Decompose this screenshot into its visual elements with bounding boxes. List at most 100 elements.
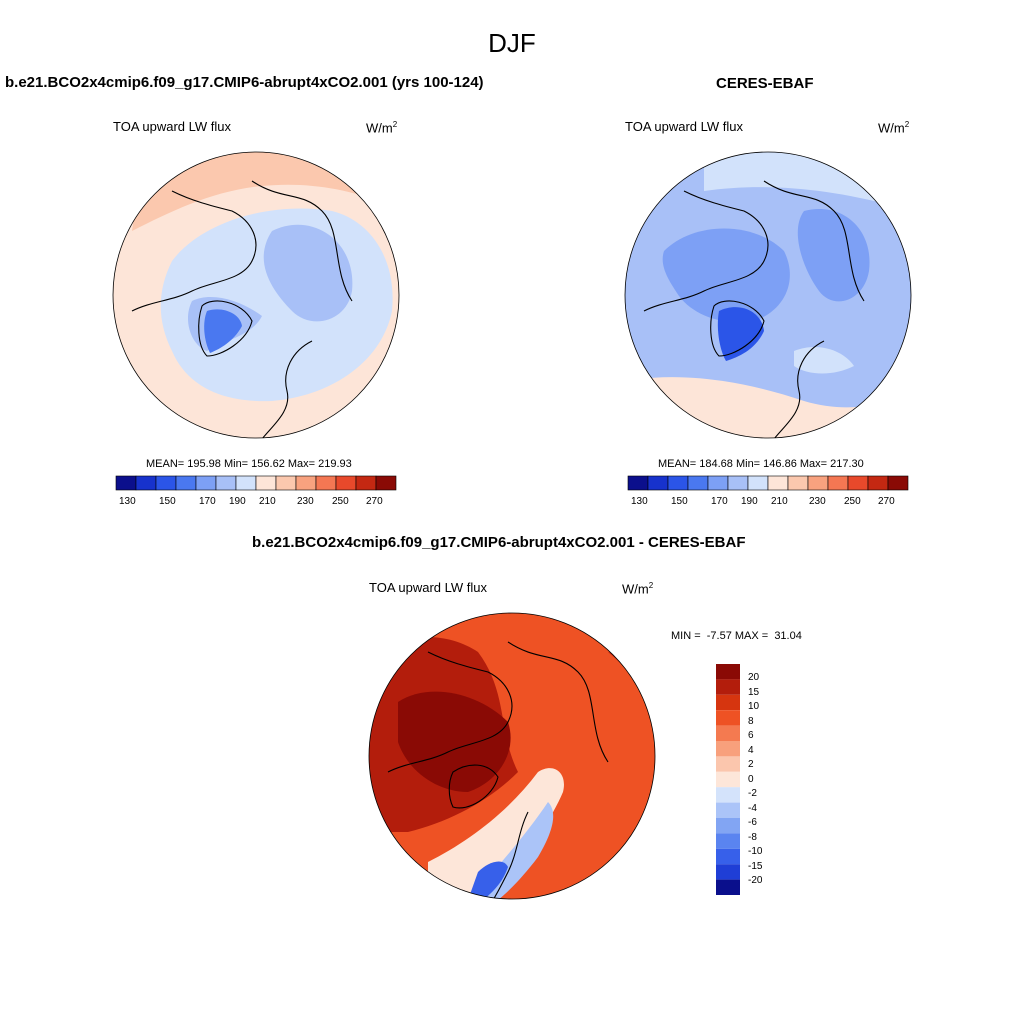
diff-tick: 15 bbox=[748, 686, 760, 698]
panel2-tick: 210 bbox=[771, 496, 788, 507]
panel1-colorbar-box bbox=[135, 475, 157, 491]
diff-tick: -10 bbox=[748, 846, 763, 857]
panel2-colorbar-box bbox=[787, 475, 809, 491]
panel1-colorbar-labels: 130 150 170 190 210 230 250 270 bbox=[116, 496, 396, 510]
panel2-colorbar-box bbox=[687, 475, 709, 491]
panel2-units: W/m2 bbox=[878, 120, 910, 136]
panel1-tick: 170 bbox=[199, 496, 216, 507]
panel1-colorbar-box bbox=[355, 475, 377, 491]
panel1-tick: 270 bbox=[366, 496, 383, 507]
panel1-colorbar-box bbox=[315, 475, 337, 491]
diff-tick: 4 bbox=[748, 744, 754, 756]
panel1-colorbar-box bbox=[375, 475, 397, 491]
panel2-colorbar-box bbox=[767, 475, 789, 491]
panel1-colorbar-box bbox=[255, 475, 277, 491]
panel2-colorbar-box bbox=[727, 475, 749, 491]
panel1-colorbar-box bbox=[195, 475, 217, 491]
diff-colorbar bbox=[716, 664, 740, 895]
diff-tick: -15 bbox=[748, 860, 763, 872]
panel1-colorbar-box bbox=[235, 475, 257, 491]
panel2-greenland-core bbox=[717, 307, 764, 361]
panel2-siberia-region bbox=[797, 209, 870, 302]
panel1-units: W/m2 bbox=[366, 120, 398, 136]
diff-colorbar-box bbox=[716, 802, 740, 818]
diff-tick: 10 bbox=[748, 701, 760, 712]
panel2-tick: 130 bbox=[631, 496, 648, 507]
panel2-map-border bbox=[624, 151, 912, 439]
diff-tick: -20 bbox=[748, 875, 763, 886]
diff-colorbar-box bbox=[716, 725, 740, 741]
panel1-tick: 250 bbox=[332, 496, 349, 507]
diff-colorbar-box bbox=[716, 710, 740, 726]
panel1-colorbar-box bbox=[295, 475, 317, 491]
panel2-tick: 150 bbox=[671, 496, 688, 507]
diff-map-border bbox=[368, 612, 656, 900]
diff-colorbar-box bbox=[716, 741, 740, 757]
panel1-tick: 130 bbox=[119, 496, 136, 507]
panel2-tick: 250 bbox=[844, 496, 861, 507]
diff-minmax: MIN = -7.57 MAX = 31.04 bbox=[671, 630, 802, 642]
panel2-variable-label: TOA upward LW flux bbox=[625, 119, 744, 134]
panel2-tick: 270 bbox=[878, 496, 895, 507]
panel1-tick: 190 bbox=[229, 496, 246, 507]
panel2-colorbar-labels: 130 150 170 190 210 230 250 270 bbox=[628, 496, 908, 510]
diff-colorbar-box bbox=[716, 864, 740, 880]
panel2-colorbar-box bbox=[887, 475, 909, 491]
panel2-stats: MEAN= 184.68 Min= 146.86 Max= 217.30 bbox=[658, 458, 864, 470]
panel2-colorbar-box bbox=[847, 475, 869, 491]
panel2-colorbar-box bbox=[627, 475, 649, 491]
diff-colorbar-box bbox=[716, 787, 740, 803]
diff-arctic-max-region bbox=[398, 691, 511, 792]
panel2-tick: 170 bbox=[711, 496, 728, 507]
season-title: DJF bbox=[488, 28, 536, 58]
panel1-colorbar bbox=[115, 475, 397, 491]
panel1-colorbar-box bbox=[115, 475, 137, 491]
diff-tick: -4 bbox=[748, 802, 757, 814]
panel2-coastlines bbox=[643, 180, 865, 438]
diff-tick: -6 bbox=[748, 817, 757, 828]
diff-colorbar-box bbox=[716, 694, 740, 711]
diff-tick: -8 bbox=[748, 831, 757, 843]
panel2-map bbox=[624, 151, 912, 439]
panel2-tick: 190 bbox=[741, 496, 758, 507]
diff-colorbar-box bbox=[716, 679, 740, 695]
panel1-colorbar-box bbox=[275, 475, 297, 491]
panel1-stats: MEAN= 195.98 Min= 156.62 Max= 219.93 bbox=[146, 458, 352, 470]
diff-colorbar-box bbox=[716, 818, 740, 834]
panel1-colorbar-box bbox=[215, 475, 237, 491]
panel2-tick: 230 bbox=[809, 496, 826, 507]
panel1-map bbox=[112, 151, 400, 439]
diff-coastlines bbox=[387, 641, 609, 899]
diff-tick: 0 bbox=[748, 773, 754, 785]
diff-map bbox=[368, 612, 656, 900]
diff-units: W/m2 bbox=[622, 581, 654, 597]
panel1-map-border bbox=[112, 151, 400, 439]
diff-colorbar-box bbox=[716, 771, 740, 788]
panel1-colorbar-box bbox=[335, 475, 357, 491]
panel2-colorbar-box bbox=[827, 475, 849, 491]
panel2-colorbar bbox=[627, 475, 909, 491]
diff-tick: 6 bbox=[748, 730, 754, 741]
diff-variable-label: TOA upward LW flux bbox=[369, 580, 488, 595]
diff-colorbar-box bbox=[716, 848, 740, 865]
panel1-tick: 230 bbox=[297, 496, 314, 507]
diff-colorbar-box bbox=[716, 879, 740, 895]
panel1-case-title: b.e21.BCO2x4cmip6.f09_g17.CMIP6-abrupt4x… bbox=[5, 74, 484, 91]
diff-tick: -2 bbox=[748, 788, 757, 799]
diff-atlantic-cool-region bbox=[468, 802, 554, 899]
diff-colorbar-box bbox=[716, 664, 740, 680]
panel2-colorbar-box bbox=[647, 475, 669, 491]
panel2-nordic-region bbox=[794, 346, 854, 374]
panel1-coastlines bbox=[131, 180, 353, 438]
diff-colorbar-box bbox=[716, 833, 740, 849]
diff-tick: 8 bbox=[748, 715, 754, 727]
panel1-siberia-region bbox=[263, 224, 353, 322]
diff-tick: 2 bbox=[748, 759, 754, 770]
panel2-canadian-arctic bbox=[662, 228, 790, 323]
panel2-case-title: CERES-EBAF bbox=[716, 75, 814, 92]
diff-tick: 20 bbox=[748, 672, 760, 683]
panel2-colorbar-box bbox=[747, 475, 769, 491]
diff-atlantic-neutral-band bbox=[428, 768, 564, 899]
panel1-variable-label: TOA upward LW flux bbox=[113, 119, 232, 134]
panel2-colorbar-box bbox=[867, 475, 889, 491]
